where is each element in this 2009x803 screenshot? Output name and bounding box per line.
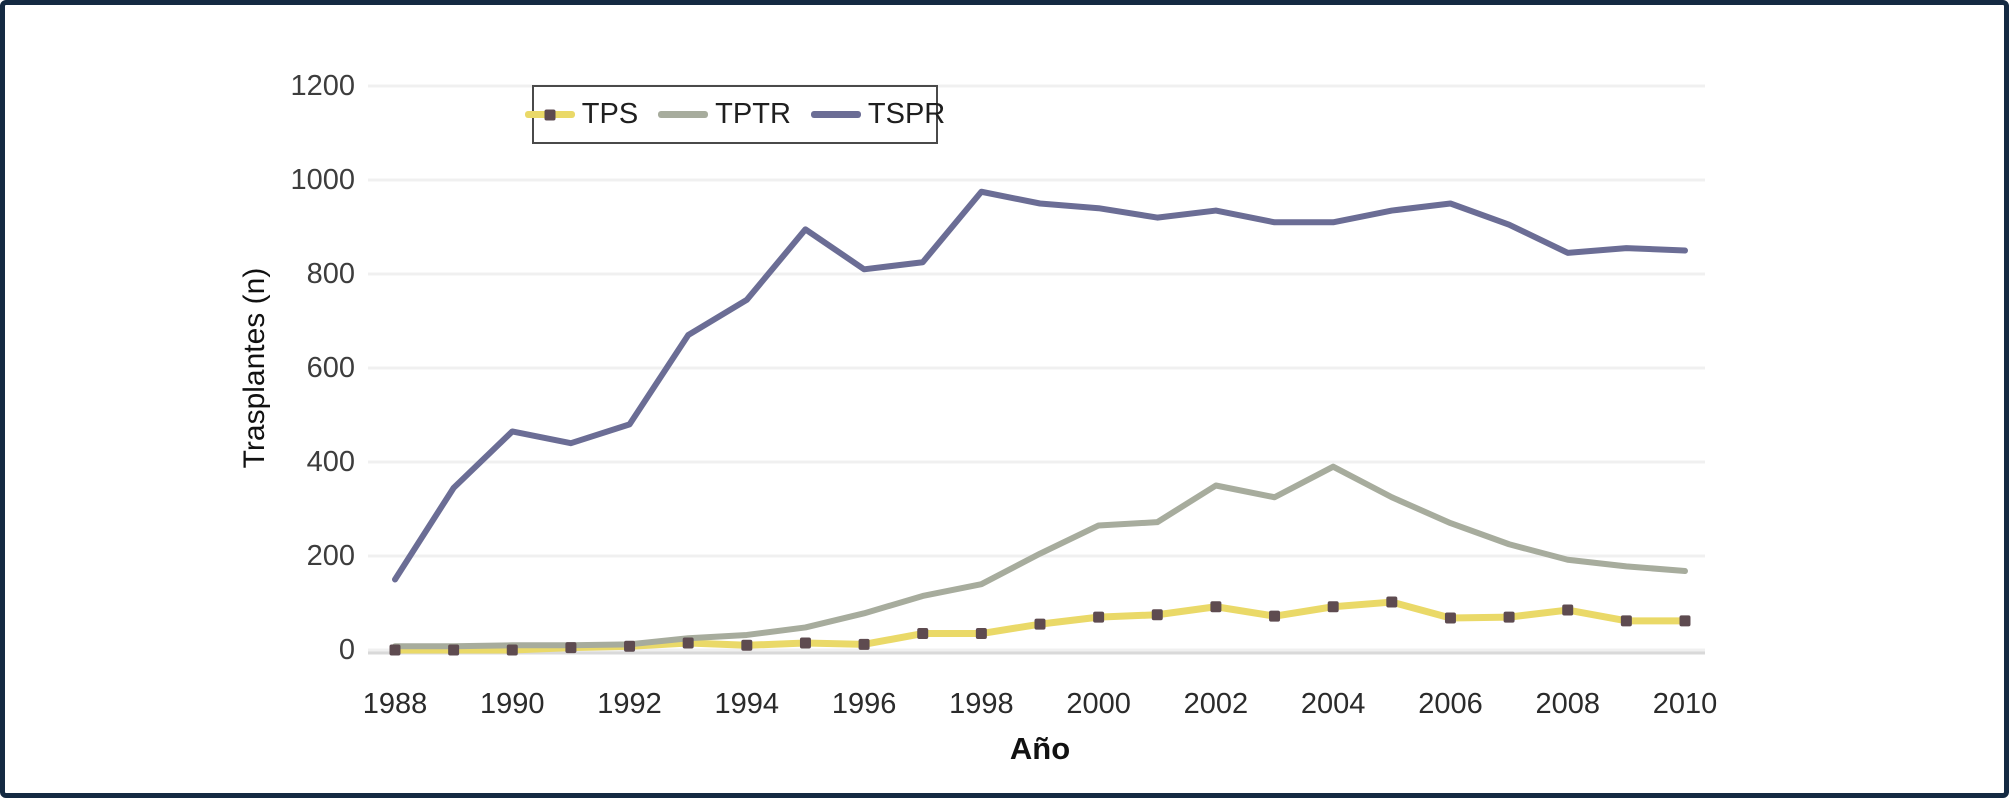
tps-data-marker: [1444, 612, 1456, 624]
legend: TPS TPTR TSPR: [524, 85, 945, 144]
tps-data-marker: [975, 628, 987, 640]
x-tick-label: 2008: [1535, 688, 1600, 720]
tps-data-marker: [506, 644, 518, 656]
tps-data-marker: [858, 638, 870, 650]
tps-data-marker: [799, 637, 811, 649]
series-line-tspr: [392, 188, 1688, 583]
tps-data-marker: [1210, 601, 1222, 613]
tps-line-swatch: [524, 109, 575, 120]
tps-data-marker: [917, 628, 929, 640]
x-tick-label: 1994: [715, 688, 780, 720]
legend-label-tptr: TPTR: [715, 98, 791, 130]
tps-data-marker: [448, 644, 460, 656]
tspr-line-swatch: [810, 111, 861, 118]
tps-data-marker: [1327, 601, 1339, 613]
legend-item-tptr: TPTR: [658, 100, 791, 129]
y-tick-label: 800: [307, 258, 355, 290]
x-tick-label: 1996: [832, 688, 897, 720]
x-tick-label: 1988: [363, 688, 428, 720]
x-tick-label: 1998: [949, 688, 1014, 720]
tps-data-marker: [624, 640, 636, 652]
tps-data-marker: [1386, 596, 1398, 608]
x-tick-label: 1992: [597, 688, 662, 720]
tps-data-marker: [1269, 610, 1281, 622]
y-tick-label: 400: [307, 446, 355, 478]
x-tick-label: 2002: [1184, 688, 1249, 720]
legend-item-tps: TPS: [524, 98, 639, 130]
tps-data-marker: [1151, 609, 1163, 621]
x-tick-label: 2000: [1066, 688, 1131, 720]
y-tick-label: 600: [307, 352, 355, 384]
tps-data-marker: [741, 639, 753, 651]
line-chart: 0 200 400 600 800 1000 1200 1988 1990 1992 1994 199…: [290, 70, 1718, 720]
series-line-tptr: [392, 463, 1688, 650]
tps-data-marker: [1034, 618, 1046, 630]
tps-data-marker: [389, 644, 401, 656]
tps-data-marker: [682, 637, 694, 649]
y-axis-title: Trasplantes (n): [238, 267, 271, 469]
legend-label-tps: TPS: [581, 98, 639, 130]
tptr-line-swatch: [658, 111, 709, 118]
tps-data-marker: [1620, 615, 1632, 627]
x-tick-label: 2010: [1653, 688, 1718, 720]
y-tick-label: 1200: [290, 70, 355, 102]
x-axis-title: Año: [1009, 731, 1071, 766]
tps-data-marker: [1503, 611, 1515, 623]
y-tick-label: 1000: [290, 164, 355, 196]
tps-data-marker: [1679, 615, 1691, 627]
tps-data-marker: [1093, 611, 1105, 623]
tps-data-marker: [565, 642, 577, 654]
x-tick-label: 1990: [480, 688, 545, 720]
tps-marker-icon: [544, 109, 556, 120]
x-tick-label: 2004: [1301, 688, 1366, 720]
tps-data-marker: [1562, 604, 1574, 616]
legend-label-tspr: TSPR: [867, 98, 946, 130]
y-tick-label: 0: [339, 634, 355, 666]
legend-item-tspr: TSPR: [810, 98, 946, 130]
x-tick-label: 2006: [1418, 688, 1483, 720]
y-tick-label: 200: [307, 540, 355, 572]
